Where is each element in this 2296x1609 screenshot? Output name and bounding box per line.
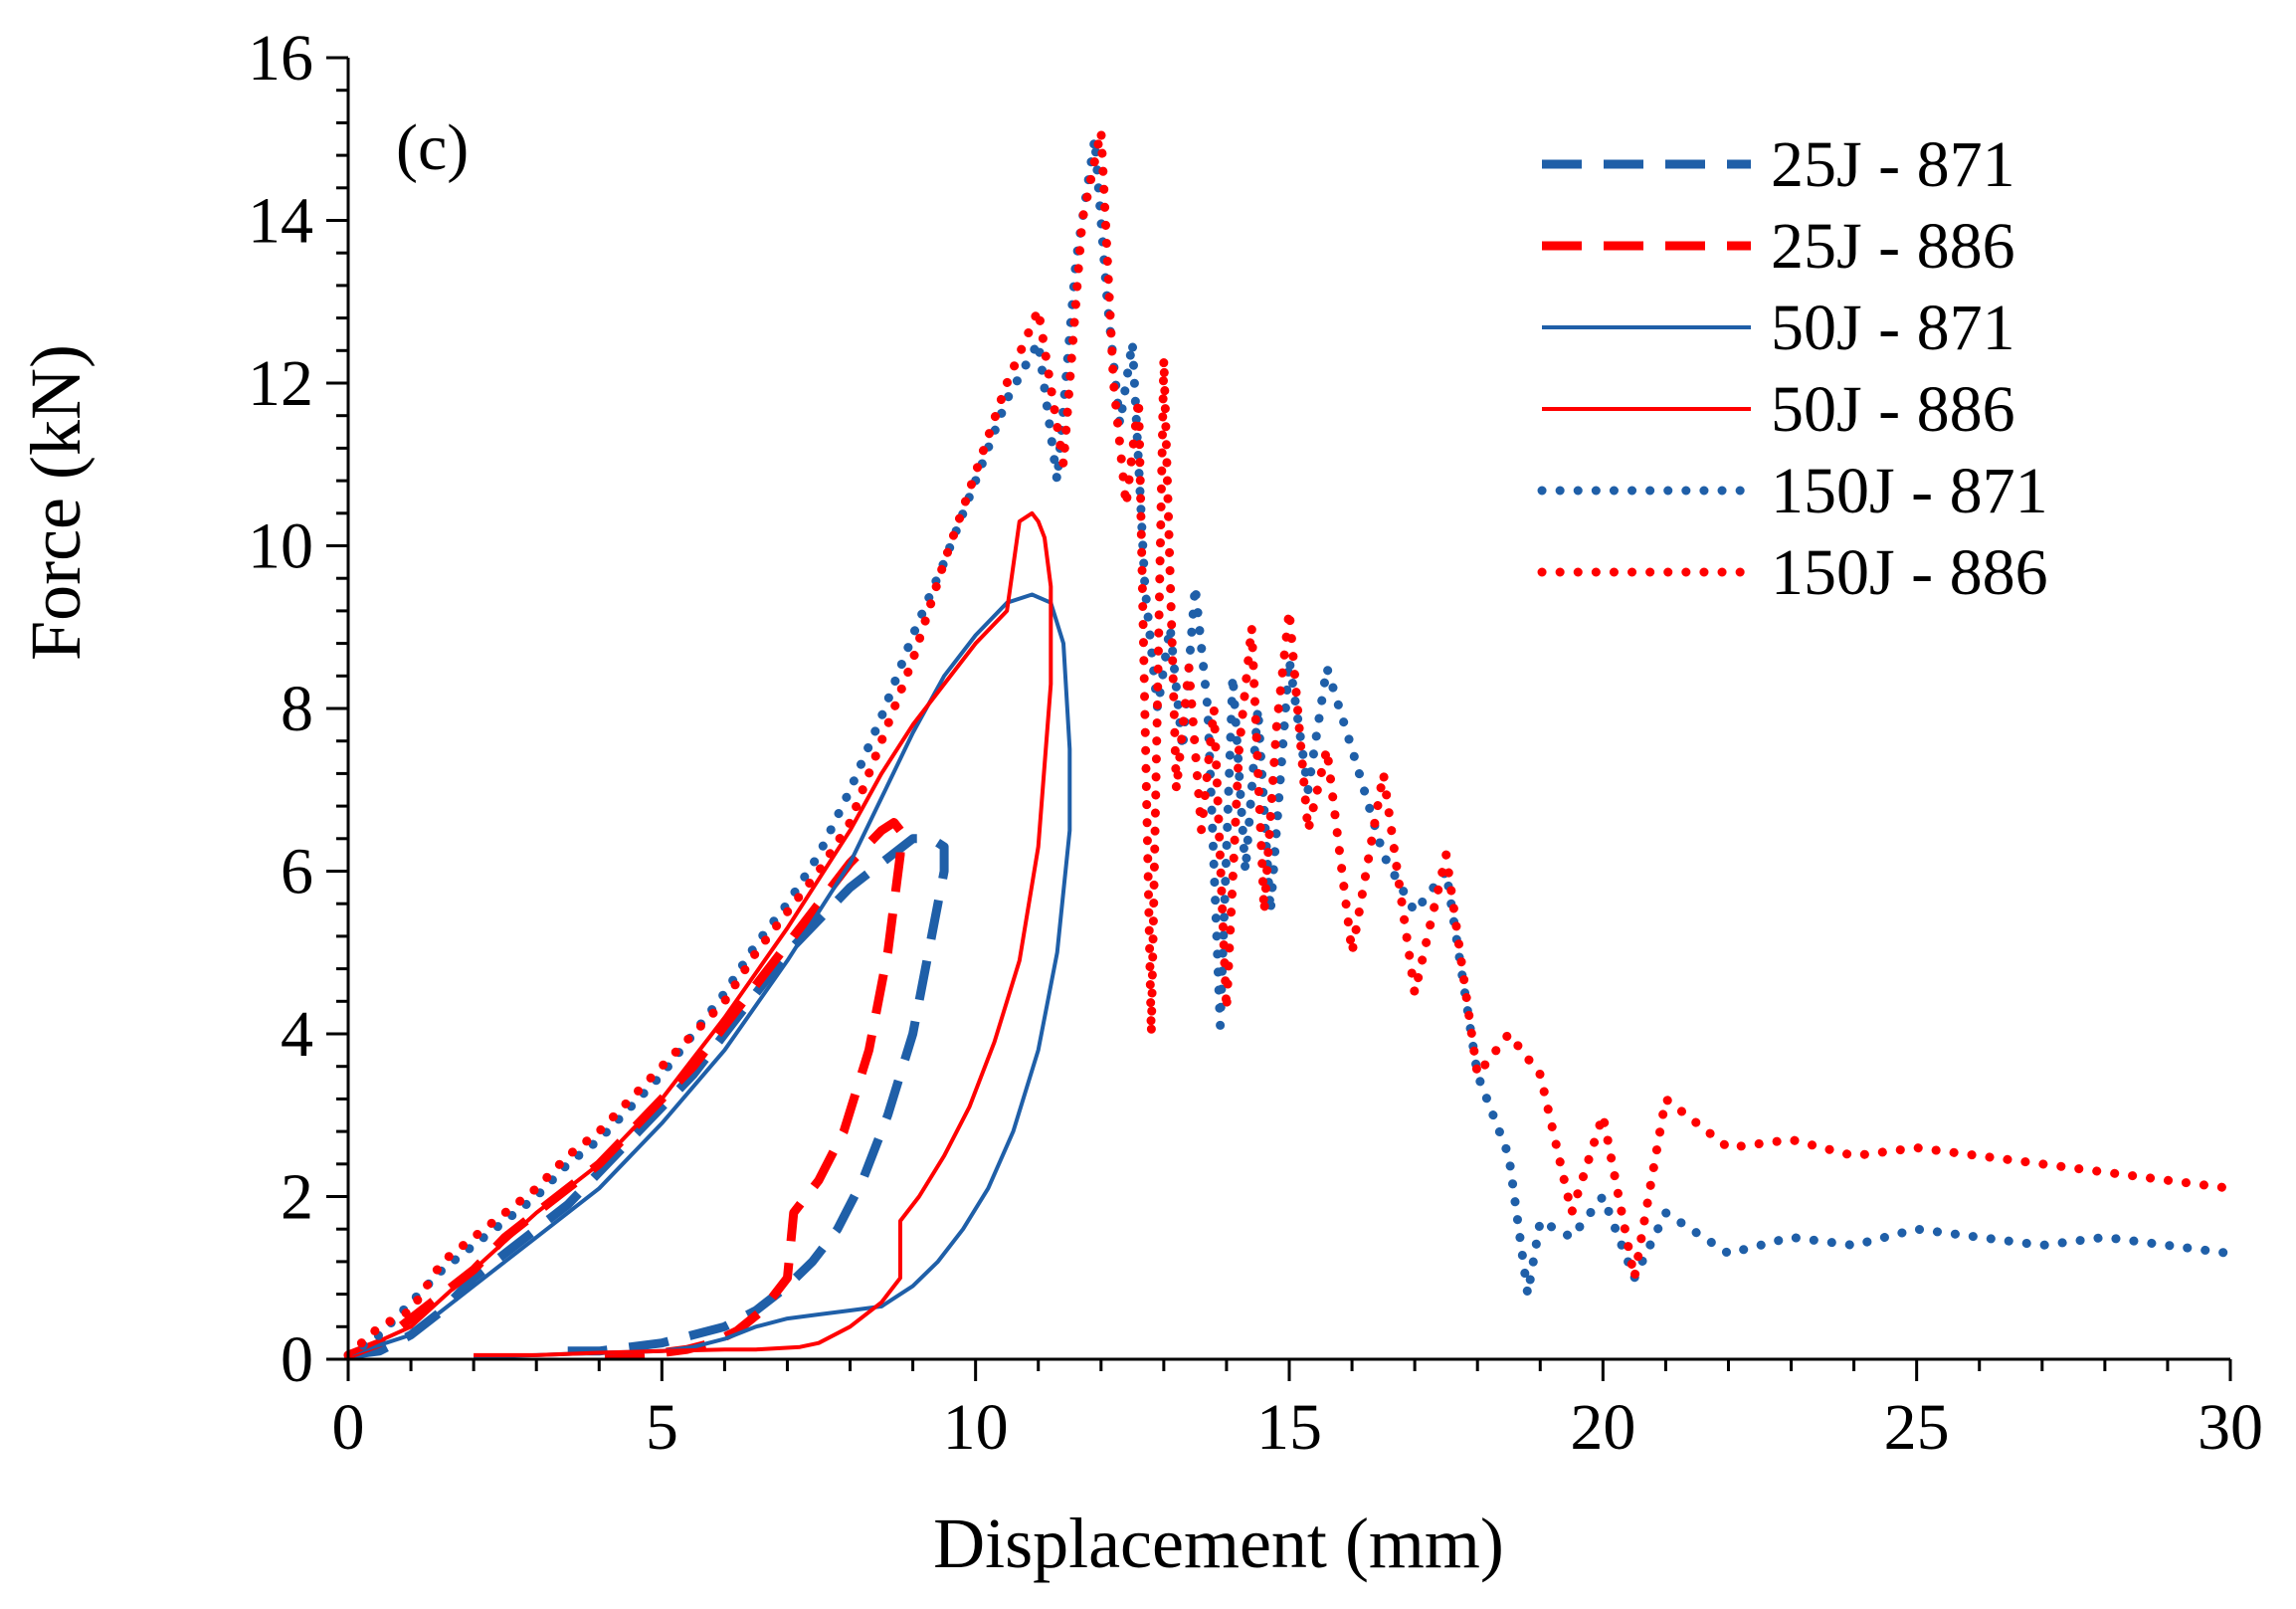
axes-group: 0 5 10 15 20 25 30 0 2 4 6 8 10 12 14 16 <box>248 22 2263 1464</box>
x-tick-label: 10 <box>943 1391 1009 1464</box>
series-line-3 <box>347 592 1072 1359</box>
x-tick-label: 15 <box>1256 1391 1322 1464</box>
legend: 25J - 871 25J - 886 50J - 871 50J - 886 150J… <box>1537 128 2048 609</box>
series-line-1 <box>347 834 949 1360</box>
x-tick-label: 30 <box>2198 1391 2263 1464</box>
plot-series-group <box>343 126 2235 1360</box>
y-tick-label: 6 <box>281 836 313 908</box>
series-line-6 <box>343 126 2235 1360</box>
x-ticks-group: 0 5 10 15 20 25 30 <box>332 1359 2263 1464</box>
y-tick-label: 12 <box>248 347 313 420</box>
series-line-4 <box>347 510 1053 1357</box>
y-tick-label: 14 <box>248 185 313 258</box>
x-tick-label: 0 <box>332 1391 365 1464</box>
y-tick-label: 4 <box>281 998 313 1071</box>
x-axis-title: Displacement (mm) <box>933 1504 1504 1583</box>
legend-label-1: 25J - 871 <box>1771 128 2015 201</box>
y-ticks-group: 0 2 4 6 8 10 12 14 16 <box>248 22 348 1396</box>
y-tick-label: 2 <box>281 1161 313 1234</box>
y-tick-label: 8 <box>281 673 313 745</box>
legend-label-5: 150J - 871 <box>1771 455 2048 527</box>
y-tick-label: 16 <box>248 22 313 95</box>
y-tick-label: 0 <box>281 1323 313 1396</box>
legend-label-6: 150J - 886 <box>1771 536 2048 609</box>
series-line-2 <box>346 818 905 1360</box>
y-axis-title: Force (kN) <box>16 344 96 661</box>
x-tick-label: 25 <box>1884 1391 1950 1464</box>
legend-label-3: 50J - 871 <box>1771 292 2015 364</box>
panel-label: (c) <box>396 111 469 184</box>
legend-label-2: 25J - 886 <box>1771 210 2015 283</box>
y-tick-label: 10 <box>248 510 313 583</box>
legend-label-4: 50J - 886 <box>1771 373 2015 446</box>
x-tick-label: 20 <box>1570 1391 1635 1464</box>
x-tick-label: 5 <box>646 1391 678 1464</box>
